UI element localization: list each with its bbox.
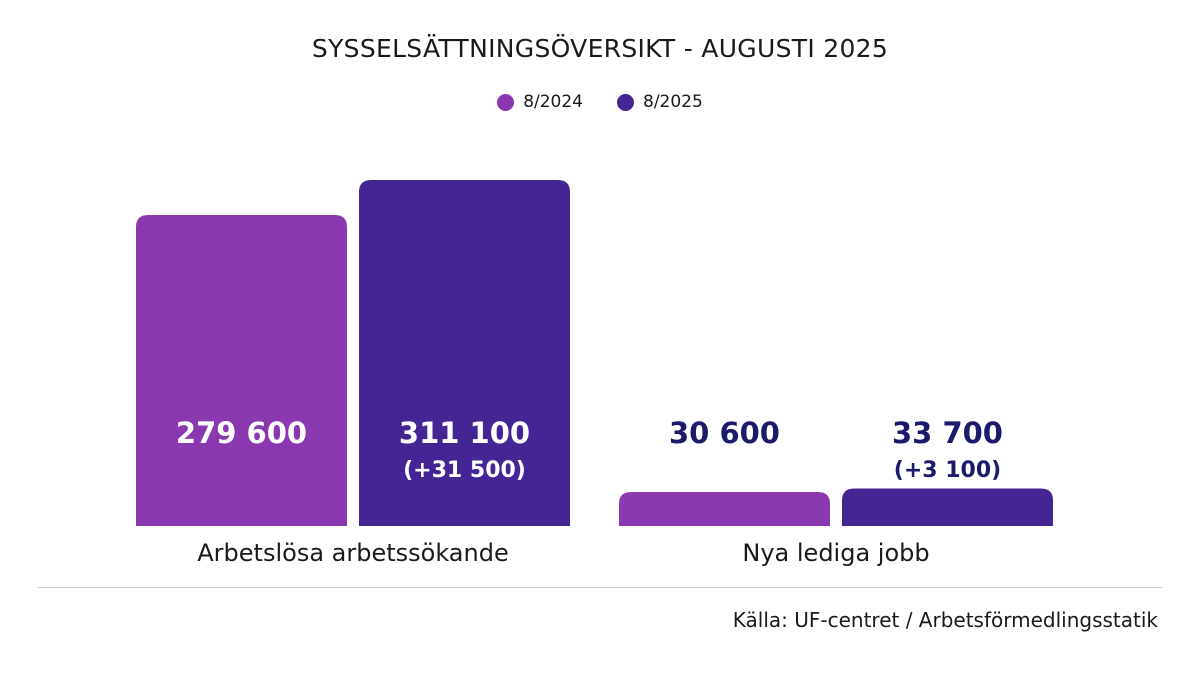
change-label-arbetsl-sa-arbetss-kande-8-2025: (+31 500)	[403, 458, 526, 483]
change-label-nya-lediga-jobb-8-2025: (+3 100)	[894, 458, 1001, 483]
value-label-nya-lediga-jobb-8-2025: 33 700	[892, 416, 1003, 450]
legend-label-2024: 8/2024	[523, 92, 583, 112]
bar-chart: 279 600 311 100 (+31 500) Arbetslösa arbets…	[136, 180, 1053, 567]
category-label-nya-lediga-jobb: Nya lediga jobb	[742, 539, 929, 567]
bar-nya-lediga-jobb-8-2025	[842, 488, 1053, 526]
legend-item-2025: 8/2025	[617, 92, 703, 112]
legend-swatch-2025	[617, 93, 634, 111]
category-label-arbetsl-sa-arbetss-kande: Arbetslösa arbetssökande	[197, 539, 508, 567]
source-note: Källa: UF-centret / Arbetsförmedlingssta…	[732, 608, 1158, 632]
bar-nya-lediga-jobb-8-2024	[619, 491, 830, 526]
value-label-arbetsl-sa-arbetss-kande-8-2024: 279 600	[176, 416, 307, 450]
legend-label-2025: 8/2025	[643, 92, 703, 112]
chart-title: SYSSELSÄTTNINGSÖVERSIKT - AUGUSTI 2025	[311, 34, 889, 63]
value-label-nya-lediga-jobb-8-2024: 30 600	[669, 416, 780, 450]
bar-arbetsl-sa-arbetss-kande-8-2025	[359, 180, 570, 526]
legend-swatch-2024	[497, 93, 515, 111]
legend-item-2024: 8/2024	[497, 92, 583, 112]
bar-arbetsl-sa-arbetss-kande-8-2024	[136, 215, 347, 526]
divider	[38, 587, 1162, 588]
legend: 8/2024 8/2025	[0, 92, 1200, 112]
value-label-arbetsl-sa-arbetss-kande-8-2025: 311 100	[399, 416, 530, 450]
